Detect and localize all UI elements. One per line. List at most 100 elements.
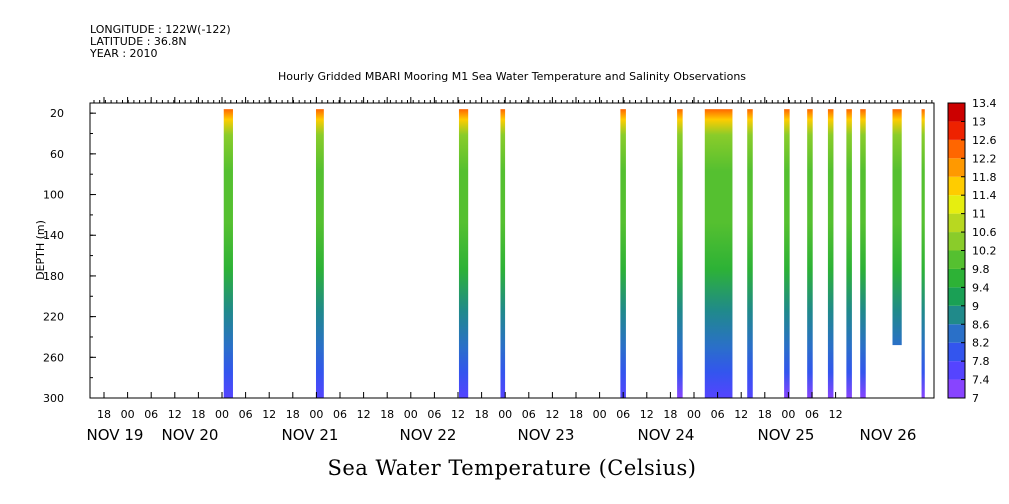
x-tick-label: 18	[475, 408, 489, 421]
colorbar-label: 12.2	[972, 152, 997, 165]
x-tick-label: 12	[545, 408, 559, 421]
colorbar-label: 12.6	[972, 134, 997, 147]
temperature-profile-bar	[827, 109, 834, 398]
x-tick-label: 18	[286, 408, 300, 421]
y-tick-label: 300	[43, 392, 64, 405]
x-tick-label: 00	[121, 408, 135, 421]
x-tick-label: 12	[451, 408, 465, 421]
x-day-label: NOV 19	[87, 426, 144, 444]
colorbar-swatch	[948, 250, 965, 269]
temperature-profile-bar	[677, 109, 683, 398]
x-tick-label: 06	[711, 408, 725, 421]
temperature-profile-bar	[704, 109, 733, 398]
colorbar-swatch	[948, 232, 965, 251]
y-tick-label: 20	[50, 107, 64, 120]
y-tick-label: 60	[50, 148, 64, 161]
x-tick-label: 06	[522, 408, 536, 421]
colorbar-swatch	[948, 176, 965, 196]
x-tick-label: 00	[215, 408, 229, 421]
colorbar-label: 8.2	[972, 337, 990, 350]
colorbar-label: 10.2	[972, 245, 997, 258]
x-day-label: NOV 25	[758, 426, 815, 444]
colorbar-label: 11.8	[972, 171, 997, 184]
year-label: YEAR : 2010	[90, 47, 158, 60]
x-tick-label: 00	[309, 408, 323, 421]
data-bars	[223, 109, 925, 398]
x-tick-label: 06	[333, 408, 347, 421]
x-tick-label: 00	[781, 408, 795, 421]
x-day-label: NOV 21	[282, 426, 339, 444]
x-tick-label: 06	[805, 408, 819, 421]
x-tick-label: 12	[829, 408, 843, 421]
plot-frame	[89, 102, 935, 399]
colorbar-swatch	[948, 379, 965, 398]
colorbar-label: 11.4	[972, 189, 997, 202]
colorbar-label: 9	[972, 300, 979, 313]
temperature-profile-bar	[846, 109, 852, 398]
temperature-profile-bar	[500, 109, 506, 398]
temperature-profile-bar	[807, 109, 813, 398]
x-tick-label: 18	[569, 408, 583, 421]
temperature-profile-bar	[860, 109, 866, 398]
x-tick-label: 06	[616, 408, 630, 421]
colorbar-label: 13.4	[972, 97, 997, 110]
x-tick-label: 12	[262, 408, 276, 421]
colorbar-swatch	[948, 121, 965, 140]
y-tick-label: 100	[43, 189, 64, 202]
x-axis-label: Sea Water Temperature (Celsius)	[327, 456, 696, 480]
x-tick-label: 06	[239, 408, 253, 421]
x-tick-label: 06	[144, 408, 158, 421]
temperature-profile-bar	[223, 109, 233, 398]
x-tick-label: 06	[427, 408, 441, 421]
colorbar-swatch	[948, 361, 965, 380]
colorbar-label: 7	[972, 392, 979, 405]
x-tick-label: 18	[758, 408, 772, 421]
temperature-profile-bar	[784, 109, 790, 398]
colorbar-swatch	[948, 158, 965, 177]
x-day-label: NOV 26	[860, 426, 917, 444]
colorbar-swatch	[948, 195, 965, 214]
temperature-profile-bar	[921, 109, 925, 398]
y-tick-label: 260	[43, 351, 64, 364]
x-tick-label: 00	[687, 408, 701, 421]
colorbar-label: 11	[972, 208, 986, 221]
x-tick-label: 12	[640, 408, 654, 421]
colorbar-swatch	[948, 268, 965, 288]
x-tick-label: 18	[663, 408, 677, 421]
colorbar-label: 7.4	[972, 374, 990, 387]
colorbar-swatch	[948, 213, 965, 233]
chart-title: Hourly Gridded MBARI Mooring M1 Sea Wate…	[278, 70, 746, 83]
metadata-block: LONGITUDE : 122W(-122) LATITUDE : 36.8N …	[90, 24, 231, 60]
temperature-profile-bar	[620, 109, 626, 398]
x-tick-label: 18	[380, 408, 394, 421]
colorbar-swatch	[948, 305, 965, 325]
colorbar-swatch	[948, 103, 965, 122]
axes: 20 60 100 140 180 220 260 300 18 00 06 12 18 00 06 12 18…	[43, 97, 933, 444]
x-tick-label: 00	[404, 408, 418, 421]
x-tick-label: 00	[593, 408, 607, 421]
colorbar-label: 13	[972, 115, 986, 128]
temperature-profile-bar	[315, 109, 324, 398]
colorbar-swatch	[948, 287, 965, 306]
x-day-label: NOV 24	[638, 426, 695, 444]
y-tick-label: 140	[43, 229, 64, 242]
colorbar-label: 8.6	[972, 318, 990, 331]
x-day-label: NOV 23	[518, 426, 575, 444]
longitude-label: LONGITUDE : 122W(-122)	[90, 23, 231, 36]
latitude-label: LATITUDE : 36.8N	[90, 35, 187, 48]
x-tick-label: 18	[191, 408, 205, 421]
y-axis-label: DEPTH (m)	[34, 220, 47, 280]
y-tick-label: 220	[43, 311, 64, 324]
x-tick-label: 12	[734, 408, 748, 421]
x-day-label: NOV 22	[400, 426, 457, 444]
temperature-profile-bar	[747, 109, 753, 398]
y-tick-label: 180	[43, 270, 64, 283]
temperature-profile-bar	[892, 109, 902, 346]
x-tick-label: 00	[498, 408, 512, 421]
x-tick-label: 18	[97, 408, 111, 421]
x-day-label: NOV 20	[162, 426, 219, 444]
temperature-profile-bar	[458, 109, 469, 398]
colorbar-swatch	[948, 139, 965, 159]
colorbar-swatch	[948, 324, 965, 343]
